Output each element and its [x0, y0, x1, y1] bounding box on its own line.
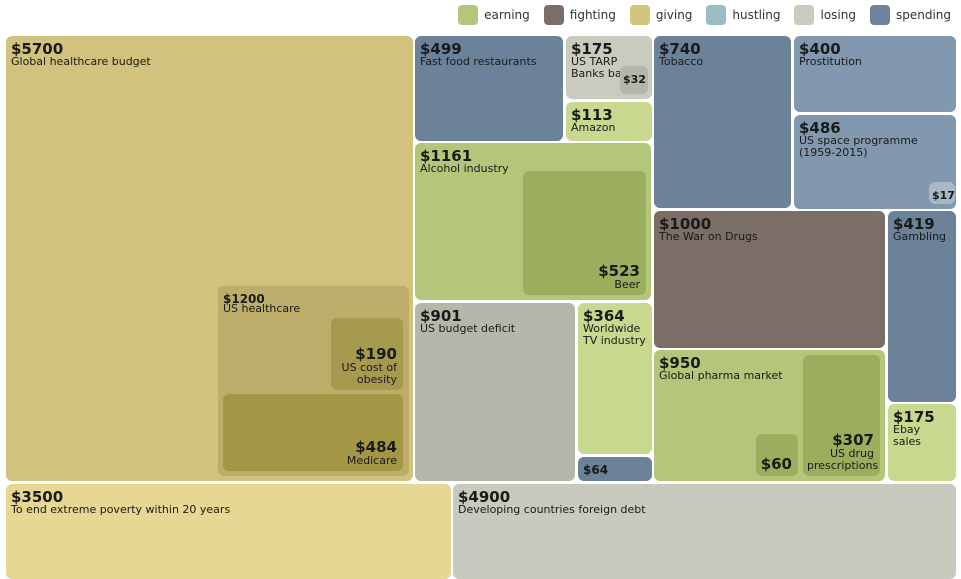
cell-value: $175 — [893, 408, 935, 426]
cell-label: US drug prescriptions — [807, 447, 879, 472]
legend-label: spending — [895, 8, 951, 22]
legend-item-spending[interactable]: spending — [869, 5, 951, 25]
treemap-cell[interactable]: $307 US drug prescriptions — [803, 355, 880, 476]
cell-value: $5700 — [11, 40, 64, 58]
cell-label: US space programme (1959-2015) — [799, 134, 918, 159]
legend-item-fighting[interactable]: fighting — [543, 5, 616, 25]
cell-value: $486 — [799, 119, 841, 137]
cell-value: $400 — [799, 40, 841, 58]
cell-value: $60 — [760, 455, 792, 473]
legend-item-earning[interactable]: earning — [458, 5, 530, 25]
cell-value: $740 — [659, 40, 701, 58]
cell-label: Fast food restaurants — [420, 55, 537, 68]
cell-value: $175 — [571, 40, 613, 58]
treemap-cell[interactable]: $4900 Developing countries foreign debt — [453, 484, 956, 579]
treemap-cell[interactable]: $64 — [578, 457, 652, 481]
treemap-cell[interactable]: $1000 The War on Drugs — [654, 211, 885, 348]
legend-item-giving[interactable]: giving — [629, 5, 693, 25]
legend-swatch — [543, 5, 564, 25]
legend-label: giving — [655, 8, 693, 22]
treemap-cell[interactable]: $484 Medicare — [223, 394, 403, 471]
cell-label: US healthcare — [223, 302, 301, 315]
cell-value: $64 — [583, 463, 609, 477]
treemap-cell[interactable]: $60 — [756, 434, 798, 476]
treemap-cell[interactable]: $32 — [620, 66, 648, 94]
treemap-cell[interactable]: $419 Gambling — [888, 211, 956, 402]
cell-value: $307 — [832, 431, 874, 449]
cell-value: $190 — [355, 345, 397, 363]
treemap-cell[interactable]: $17 — [929, 182, 955, 204]
legend-label: fighting — [569, 8, 616, 22]
cell-value: $419 — [893, 215, 935, 233]
cell-label: Beer — [614, 278, 640, 291]
cell-value: $364 — [583, 307, 625, 325]
cell-value: $484 — [355, 438, 397, 456]
cell-label: Medicare — [346, 454, 397, 467]
cell-value: $523 — [598, 262, 640, 280]
cell-label: To end extreme poverty within 20 years — [11, 503, 231, 516]
treemap-cell[interactable]: $901 US budget deficit — [415, 303, 575, 481]
cell-value: $901 — [420, 307, 462, 325]
treemap-cell[interactable]: $113 Amazon — [566, 102, 652, 141]
treemap-cell[interactable]: $190 US cost of obesity — [331, 318, 403, 390]
legend-swatch — [706, 5, 727, 25]
cell-label: Worldwide TV industry — [583, 322, 646, 347]
treemap-cell[interactable]: $523 Beer — [523, 171, 646, 295]
cell-label: Amazon — [571, 121, 616, 134]
cell-label: Global pharma market — [659, 369, 783, 382]
cell-label: US budget deficit — [420, 322, 516, 335]
cell-label: Tobacco — [659, 55, 704, 68]
cell-value: $1161 — [420, 147, 473, 165]
legend-item-losing[interactable]: losing — [794, 5, 856, 25]
treemap-cell[interactable]: $3500 To end extreme poverty within 20 ye… — [6, 484, 451, 579]
cell-value: $4900 — [458, 488, 511, 506]
cell-label: Developing countries foreign debt — [458, 503, 646, 516]
legend-item-hustling[interactable]: hustling — [706, 5, 780, 25]
treemap-cell[interactable]: $175 Ebay sales — [888, 404, 956, 481]
cell-label: Gambling — [893, 230, 947, 243]
cell-value: $32 — [623, 73, 646, 86]
cell-label: Prostitution — [799, 55, 862, 68]
treemap-cell[interactable]: $740 Tobacco — [654, 36, 791, 208]
legend-label: earning — [484, 8, 530, 22]
cell-value: $3500 — [11, 488, 64, 506]
cell-value: $1000 — [659, 215, 712, 233]
cell-label: The War on Drugs — [659, 230, 758, 243]
legend-swatch — [629, 5, 650, 25]
legend-swatch — [794, 5, 815, 25]
cell-value: $1200 — [223, 292, 265, 306]
legend-label: losing — [820, 8, 856, 22]
legend-label: hustling — [732, 8, 781, 22]
cell-value: $113 — [571, 106, 613, 124]
cell-label: Global healthcare budget — [11, 55, 151, 68]
treemap-cell[interactable]: $400 Prostitution — [794, 36, 956, 112]
cell-label: US cost of obesity — [341, 361, 397, 386]
cell-label: Alcohol industry — [420, 162, 509, 175]
legend-swatch — [869, 5, 890, 25]
legend-swatch — [458, 5, 479, 25]
cell-value: $950 — [659, 354, 701, 372]
treemap-cell[interactable]: $364 Worldwide TV industry — [578, 303, 652, 454]
cell-value: $499 — [420, 40, 462, 58]
treemap-cell[interactable]: $499 Fast food restaurants — [415, 36, 563, 141]
cell-label: Ebay sales — [893, 423, 922, 448]
cell-value: $17 — [932, 189, 955, 202]
legend: earning fighting giving hustling losing spend… — [458, 4, 951, 26]
treemap-cell[interactable]: $486 US space programme (1959-2015) — [794, 115, 956, 209]
